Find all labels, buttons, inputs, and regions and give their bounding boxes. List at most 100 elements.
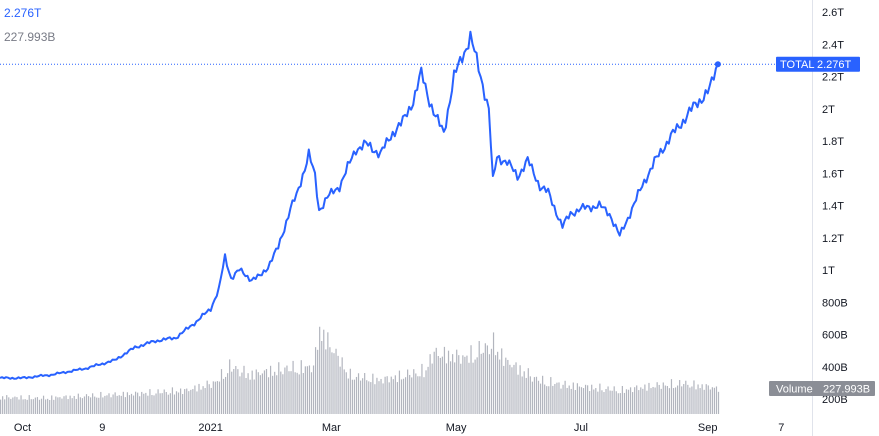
volume-bar [531, 381, 533, 414]
volume-bar [96, 397, 98, 414]
y-tick-label: 800B [822, 297, 848, 309]
volume-bar [689, 387, 691, 414]
volume-bar [339, 366, 341, 414]
volume-bar [677, 385, 679, 414]
volume-bar [593, 389, 595, 414]
volume-bar [65, 395, 67, 414]
volume-bar [282, 374, 284, 414]
volume-bar [247, 373, 249, 414]
x-tick-label: 9 [99, 422, 105, 434]
volume-bar [163, 389, 165, 414]
volume-bar [132, 395, 135, 414]
x-tick-label: 2021 [198, 422, 222, 434]
volume-bar [646, 390, 648, 414]
volume-bar [321, 340, 323, 414]
volume-bar [304, 366, 306, 414]
volume-bar [224, 376, 227, 414]
volume-bar [343, 369, 345, 414]
volume-bar [30, 399, 32, 414]
volume-bar [717, 391, 720, 414]
y-tick-label: 400B [822, 362, 848, 374]
volume-bar [171, 387, 174, 414]
volume-bar [621, 385, 623, 414]
volume-bar [102, 397, 104, 414]
y-tick-label: 200B [822, 394, 848, 406]
volume-bar [652, 386, 654, 414]
volume-bar [22, 399, 24, 414]
volume-bar [106, 395, 108, 414]
volume-bar [382, 383, 384, 414]
volume-bar [169, 393, 171, 414]
volume-bar [34, 397, 36, 414]
volume-bar [26, 399, 28, 414]
volume-bar [267, 377, 270, 414]
volume-bar [695, 389, 697, 414]
volume-bar [409, 374, 411, 414]
x-tick-label: Oct [14, 422, 31, 434]
volume-bar [310, 372, 313, 414]
volume-bar [284, 367, 286, 414]
volume-bar [400, 379, 403, 414]
volume-bar [357, 373, 360, 414]
volume-bar [290, 371, 292, 414]
volume-bar [587, 385, 589, 414]
volume-bar [421, 363, 423, 414]
volume-bar [6, 395, 8, 414]
volume-bar [462, 355, 464, 414]
volume-bar [126, 392, 129, 414]
volume-bar [317, 349, 319, 414]
volume-bar [73, 395, 75, 414]
volume-bar [196, 391, 198, 414]
volume-bar [143, 393, 145, 414]
volume-bar [188, 391, 190, 414]
volume-bar [701, 384, 703, 414]
volume-bar [79, 397, 81, 414]
y-axis-ticks: 2.6T 2.4T 2.2T 2T 1.8T 1.6T 1.4T 1.2T 1T 800B 600B… [822, 7, 848, 406]
total-tag-value: 2.276T [817, 59, 852, 71]
volume-bar [229, 359, 231, 414]
volume-bar [521, 376, 523, 414]
volume-bar [501, 348, 503, 414]
volume-bar [139, 396, 141, 414]
volume-bar [104, 395, 106, 414]
volume-bar [582, 388, 585, 414]
y-tick-label: 1.4T [822, 201, 844, 213]
volume-bar [51, 395, 53, 414]
volume-bar [298, 374, 300, 414]
volume-bar [288, 371, 290, 414]
volume-bar [161, 393, 163, 414]
volume-bar [476, 357, 478, 414]
volume-bar [337, 355, 339, 414]
volume-bar [456, 349, 458, 414]
volume-bar [55, 396, 57, 414]
volume-bar [425, 370, 427, 414]
volume-bar [198, 383, 200, 414]
volume-bar [437, 356, 439, 414]
volume-bar [239, 376, 241, 414]
volume-bar [564, 380, 566, 414]
volume-bar [314, 347, 317, 414]
y-tick-label: 2.4T [822, 39, 844, 51]
volume-bar [0, 399, 2, 414]
volume-bar [302, 373, 304, 414]
volume-bar [206, 380, 208, 414]
volume-bar [707, 385, 709, 414]
volume-bar [306, 366, 308, 414]
volume-bar [251, 370, 253, 414]
volume-bar [351, 379, 353, 414]
legend-volume-value: 227.993B [4, 30, 56, 44]
volume-bar [190, 389, 192, 414]
volume-bar [151, 395, 153, 414]
volume-bar [216, 381, 219, 414]
volume-bar [558, 382, 560, 414]
volume-bar [20, 395, 22, 414]
volume-bar [392, 379, 394, 414]
volume-bar [366, 380, 368, 414]
volume-bar [511, 367, 513, 414]
volume-bar [28, 395, 30, 414]
volume-bar [167, 394, 169, 414]
volume-bar [509, 364, 511, 414]
volume-bar [625, 389, 628, 414]
volume-bar [376, 377, 378, 414]
